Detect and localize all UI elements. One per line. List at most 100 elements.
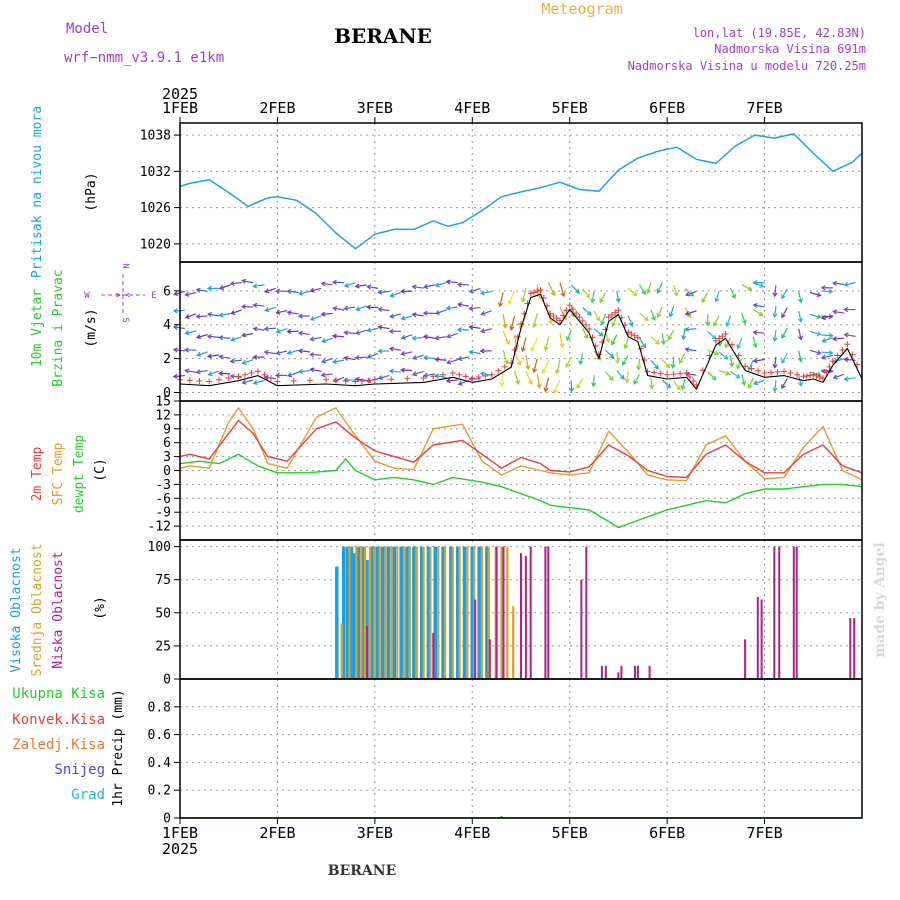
wind-vector [264, 351, 276, 355]
wind-vector-head [843, 332, 849, 338]
cloud-bar [506, 546, 509, 679]
wind-vector-head [196, 351, 202, 357]
wind-vector [601, 313, 607, 325]
wind-vector-head [684, 326, 690, 332]
wind-vector [310, 336, 322, 341]
cloud-bar [849, 618, 852, 679]
y-tick-label: 0 [163, 464, 171, 479]
wind-gust-marker [761, 370, 768, 377]
wind-vector-head [781, 294, 786, 300]
wind-vector [196, 333, 208, 339]
x-year-bottom: 2025 [162, 840, 198, 858]
wind-vector [276, 328, 288, 333]
cloud-bar [462, 546, 467, 679]
cloud-bar [386, 546, 391, 679]
y-tick-label: -9 [155, 506, 171, 521]
wind-vector [401, 334, 413, 339]
wind-vector-head [240, 304, 246, 310]
wind-vector [781, 352, 788, 364]
wind-vector [657, 306, 663, 318]
wind-vector [833, 310, 845, 314]
wind-vector-head [252, 354, 258, 360]
y-tick-label: 6 [163, 436, 171, 451]
wind-vector-head [713, 321, 718, 327]
wind-vector-head [747, 286, 753, 291]
wind-vector-head [735, 373, 741, 379]
wind-vector [673, 380, 681, 390]
wind-vector [809, 330, 821, 336]
wind-vector [737, 337, 743, 349]
wind-vector [469, 351, 481, 355]
wind-vector-head [828, 288, 834, 295]
wind-vector [378, 308, 390, 312]
wind-vector-head [456, 327, 462, 333]
wind-vector-head [724, 343, 730, 349]
wind-gust-marker [839, 346, 846, 353]
wind-vector-head [252, 302, 258, 308]
wind-vector [321, 312, 333, 316]
wind-vector-head [195, 313, 201, 320]
wind-vector [333, 359, 345, 363]
cloud-bar [544, 546, 547, 679]
wind-vector-head [377, 289, 383, 295]
wind-vector-head [400, 315, 406, 321]
wind-vector-head [729, 362, 735, 368]
wind-gust-marker [215, 376, 222, 383]
wind-gust-marker [527, 290, 534, 297]
wind-vector [798, 374, 802, 386]
wind-vector [389, 370, 401, 373]
wind-vector [682, 328, 686, 340]
wind-vector-head [445, 305, 451, 311]
wind-vector [729, 355, 733, 367]
wind-gust-marker [248, 370, 255, 377]
x-tick-label-bottom: 2FEB [259, 824, 295, 842]
wind-vector-head [624, 378, 630, 384]
wind-vector-head [611, 340, 616, 346]
wind-gust-marker [774, 368, 781, 375]
wind-vector [661, 359, 671, 369]
wind-vector [669, 305, 675, 317]
wind-vector [287, 311, 299, 315]
wind-vector-head [797, 335, 803, 341]
wind-speed-line [179, 293, 863, 390]
sfc-temp-axis-label: SFC Temp [51, 443, 66, 506]
wind-vector [355, 356, 367, 359]
wind-vector-head [636, 365, 642, 371]
wind-vector [844, 377, 856, 381]
cloud-bar [580, 579, 583, 679]
wind-vector [458, 356, 470, 360]
cloud-bar [352, 553, 357, 679]
wind-gust-marker [560, 312, 567, 319]
wind-vector [821, 354, 833, 359]
cloud-bar [853, 618, 856, 679]
wind-vector [544, 336, 550, 351]
wind-gust-marker [323, 376, 330, 383]
wind-vector-head [388, 346, 394, 352]
y-tick-label: 0.8 [148, 700, 171, 715]
wind-vector [253, 327, 265, 331]
wind-vector [287, 330, 299, 333]
wind-gust-marker [534, 288, 541, 295]
wind-gust-marker [787, 370, 794, 377]
cloud-bar [600, 665, 603, 679]
wind-vector [469, 326, 481, 329]
wind-gust-marker [524, 300, 531, 307]
cloud-bar [355, 546, 358, 679]
wind-vector-layer [172, 278, 856, 394]
wind-vector [242, 359, 254, 364]
wind-vector-head [446, 333, 452, 339]
wind-vector-head [772, 313, 778, 319]
wind-vector-head [229, 280, 235, 287]
wind-vector [333, 307, 345, 311]
wind-vector [752, 309, 763, 316]
wind-vector-head [468, 305, 474, 311]
wind-vector-head [543, 346, 549, 352]
wind-gust-marker [420, 375, 427, 382]
wind-gust-marker [206, 378, 213, 385]
pressure-axis-title: Pritisak na nivou mora [30, 106, 45, 278]
wind-vector-head [275, 372, 280, 378]
y-tick-label: 100 [148, 540, 171, 555]
wind-vector [321, 337, 333, 343]
wind-vector-head [576, 384, 581, 390]
wind-gust-marker [371, 376, 378, 383]
